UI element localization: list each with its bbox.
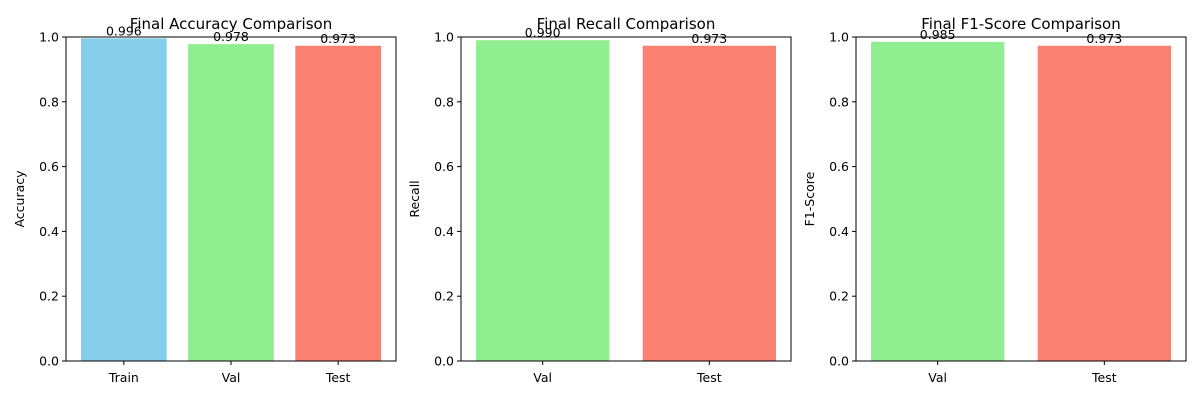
x-tick-label: Test xyxy=(1091,370,1117,385)
bar-train xyxy=(81,38,167,362)
y-axis-label: F1-Score xyxy=(802,171,817,226)
bar-value-label: 0.973 xyxy=(320,31,356,46)
y-tick-label: 0.0 xyxy=(39,354,59,369)
y-tick-label: 0.2 xyxy=(829,289,849,304)
y-tick-label: 0.8 xyxy=(39,94,59,109)
y-tick-label: 0.6 xyxy=(829,159,849,174)
bar-test xyxy=(642,45,776,361)
bar-val xyxy=(871,41,1005,362)
y-tick-label: 1.0 xyxy=(434,30,454,45)
axes-frame xyxy=(460,36,792,362)
bar-value-label: 0.985 xyxy=(920,27,956,42)
axes-frame xyxy=(855,36,1187,362)
chart-title: Final Accuracy Comparison xyxy=(130,15,332,33)
bar-value-label: 0.973 xyxy=(691,31,727,46)
chart-title: Final Recall Comparison xyxy=(537,15,716,33)
bar-value-label: 0.990 xyxy=(525,25,561,40)
y-tick-label: 0.4 xyxy=(829,224,849,239)
y-tick-label: 0.2 xyxy=(434,289,454,304)
y-tick-label: 0.6 xyxy=(39,159,59,174)
y-tick-label: 0.8 xyxy=(434,94,454,109)
x-tick-label: Test xyxy=(696,370,722,385)
y-tick-label: 0.8 xyxy=(829,94,849,109)
chart-title: Final F1-Score Comparison xyxy=(921,15,1121,33)
y-tick-label: 0.0 xyxy=(829,354,849,369)
y-tick-label: 0.2 xyxy=(39,289,59,304)
y-tick-label: 1.0 xyxy=(829,30,849,45)
x-tick-label: Test xyxy=(325,370,351,385)
y-tick-label: 0.4 xyxy=(39,224,59,239)
x-tick-label: Train xyxy=(108,370,139,385)
x-tick-label: Val xyxy=(928,370,947,385)
y-tick-label: 0.0 xyxy=(434,354,454,369)
bar-test xyxy=(295,45,381,361)
x-tick-label: Val xyxy=(222,370,241,385)
y-axis-label: Accuracy xyxy=(12,170,27,228)
y-axis-label: Recall xyxy=(407,180,422,217)
x-tick-label: Val xyxy=(533,370,552,385)
bar-val xyxy=(476,40,610,362)
bar-value-label: 0.996 xyxy=(106,23,142,38)
y-tick-label: 0.6 xyxy=(434,159,454,174)
bar-val xyxy=(188,44,274,361)
bar-value-label: 0.973 xyxy=(1086,31,1122,46)
y-tick-label: 1.0 xyxy=(39,30,59,45)
y-tick-label: 0.4 xyxy=(434,224,454,239)
bar-test xyxy=(1037,45,1171,361)
